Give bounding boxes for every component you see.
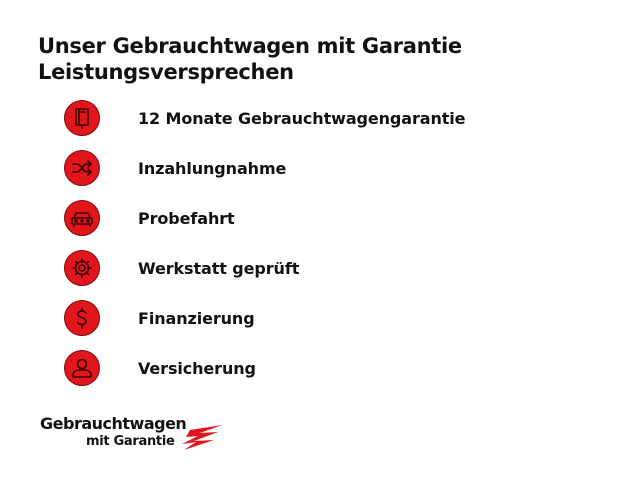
list-item-insurance: Versicherung [64,349,256,387]
gear-icon [64,250,100,286]
item-label: 12 Monate Gebrauchtwagengarantie [138,108,466,128]
list-item-test-drive: Probefahrt [64,199,235,237]
logo-line-1: Gebrauchtwagen [40,414,187,433]
title-line-2: Leistungsversprechen [38,60,294,84]
red-swoosh-icon [182,425,222,450]
item-label: Inzahlungnahme [138,158,287,178]
page-title: Unser Gebrauchtwagen mit Garantie Leistu… [38,33,462,85]
dollar-icon [64,300,100,336]
title-line-1: Unser Gebrauchtwagen mit Garantie [38,34,462,58]
shuffle-icon [64,150,100,186]
car-icon [64,200,100,236]
list-item-guarantee: 12 Monate Gebrauchtwagengarantie [64,99,466,137]
book-icon [64,100,100,136]
person-icon [64,350,100,386]
list-item-financing: Finanzierung [64,299,255,337]
item-label: Werkstatt geprüft [138,258,300,278]
list-item-trade-in: Inzahlungnahme [64,149,286,187]
item-label: Finanzierung [138,308,255,328]
list-item-workshop: Werkstatt geprüft [64,249,299,287]
item-label: Versicherung [138,358,256,378]
logo-line-2: mit Garantie [86,434,175,449]
guarantee-logo: Gebrauchtwagen mit Garantie [40,414,230,454]
item-label: Probefahrt [138,208,235,228]
